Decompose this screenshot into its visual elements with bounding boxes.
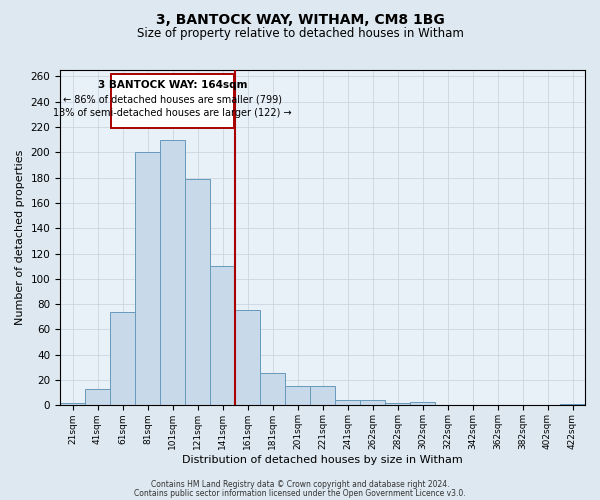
Bar <box>60 403 85 406</box>
Bar <box>210 266 235 406</box>
Bar <box>410 402 435 406</box>
Bar <box>135 152 160 406</box>
Bar <box>560 404 585 406</box>
Text: 13% of semi-detached houses are larger (122) →: 13% of semi-detached houses are larger (… <box>53 108 292 118</box>
Bar <box>285 386 310 406</box>
Bar <box>235 310 260 406</box>
Text: ← 86% of detached houses are smaller (799): ← 86% of detached houses are smaller (79… <box>63 94 282 104</box>
Bar <box>335 400 360 406</box>
Text: 3 BANTOCK WAY: 164sqm: 3 BANTOCK WAY: 164sqm <box>98 80 247 90</box>
Bar <box>185 179 210 406</box>
Bar <box>160 140 185 406</box>
Bar <box>360 400 385 406</box>
Y-axis label: Number of detached properties: Number of detached properties <box>15 150 25 326</box>
Bar <box>385 403 410 406</box>
Bar <box>85 389 110 406</box>
Bar <box>110 312 135 406</box>
Bar <box>310 386 335 406</box>
Text: Contains public sector information licensed under the Open Government Licence v3: Contains public sector information licen… <box>134 489 466 498</box>
Text: Contains HM Land Registry data © Crown copyright and database right 2024.: Contains HM Land Registry data © Crown c… <box>151 480 449 489</box>
Text: 3, BANTOCK WAY, WITHAM, CM8 1BG: 3, BANTOCK WAY, WITHAM, CM8 1BG <box>155 12 445 26</box>
Bar <box>260 372 285 406</box>
X-axis label: Distribution of detached houses by size in Witham: Distribution of detached houses by size … <box>182 455 463 465</box>
Text: Size of property relative to detached houses in Witham: Size of property relative to detached ho… <box>137 28 463 40</box>
FancyBboxPatch shape <box>111 74 234 128</box>
